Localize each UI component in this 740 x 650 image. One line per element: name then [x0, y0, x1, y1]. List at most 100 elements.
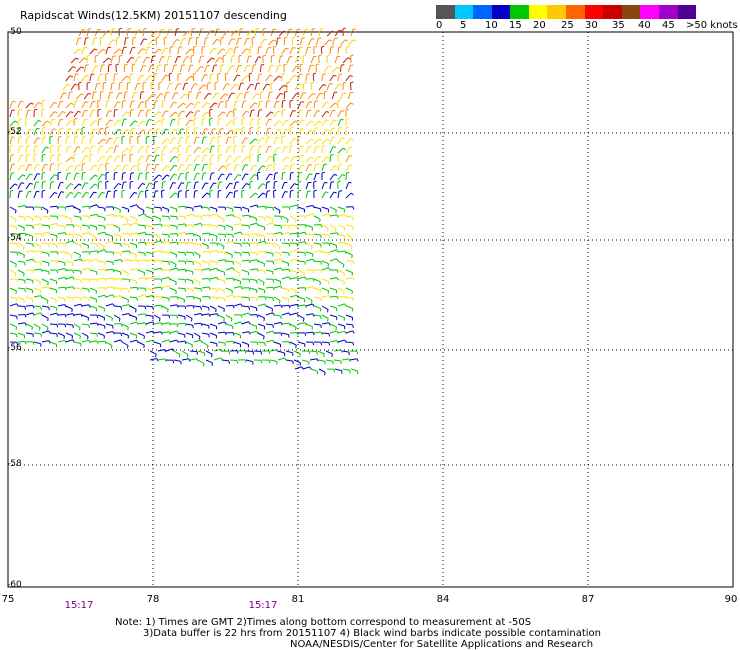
- wind-barb: [337, 287, 345, 292]
- wind-barb: [91, 92, 95, 100]
- wind-barb: [225, 323, 233, 327]
- wind-barb: [177, 47, 180, 55]
- wind-barb-tick: [264, 38, 268, 41]
- wind-barb-tick: [104, 278, 107, 282]
- wind-barb-tick: [79, 209, 81, 213]
- wind-barb-tick: [120, 215, 123, 219]
- wind-barb-tick: [128, 259, 131, 263]
- wind-barb-tick: [248, 331, 251, 335]
- wind-barb-tick: [346, 46, 350, 48]
- wind-barb: [73, 258, 81, 262]
- wind-barb: [217, 182, 220, 190]
- wind-barb: [340, 39, 346, 46]
- wind-barb: [313, 120, 320, 127]
- wind-barb: [193, 222, 201, 226]
- wind-barb: [294, 366, 302, 370]
- wind-barb-tick: [244, 359, 247, 363]
- wind-barb-tick: [136, 268, 139, 272]
- wind-barb-tick: [280, 216, 283, 220]
- wind-barb: [241, 183, 247, 190]
- wind-barb-tick: [86, 54, 91, 57]
- wind-barb: [313, 323, 321, 326]
- wind-barb-tick: [218, 144, 222, 147]
- wind-barb-tick: [256, 297, 258, 301]
- wind-barb: [41, 260, 49, 264]
- wind-barb: [121, 341, 129, 346]
- wind-barb-tick: [250, 83, 254, 86]
- wind-barb: [105, 286, 113, 289]
- wind-barb-tick: [176, 241, 179, 246]
- wind-barb-tick: [296, 304, 299, 308]
- wind-barb: [17, 287, 25, 290]
- wind-barb: [129, 165, 135, 172]
- wind-barb-tick: [70, 165, 74, 168]
- wind-barb: [249, 102, 256, 109]
- wind-barb-tick: [293, 74, 297, 77]
- wind-barb-tick: [172, 182, 176, 184]
- wind-barb: [305, 204, 313, 208]
- wind-barb-tick: [120, 323, 123, 327]
- wind-barb: [289, 190, 291, 199]
- wind-barb: [115, 64, 117, 73]
- wind-barb-tick: [208, 313, 211, 317]
- wind-barb: [169, 46, 171, 55]
- wind-barb: [161, 110, 166, 118]
- wind-barb-tick: [245, 137, 249, 139]
- wind-barb-tick: [298, 180, 302, 183]
- wind-barb: [49, 296, 57, 301]
- wind-barb-tick: [280, 322, 283, 326]
- wind-barb: [113, 339, 121, 343]
- wind-barb: [121, 206, 129, 210]
- wind-barb: [33, 102, 39, 109]
- wind-barb: [102, 30, 109, 37]
- wind-barb: [185, 48, 192, 55]
- wind-barb: [281, 215, 289, 220]
- wind-barb-tick: [260, 351, 263, 355]
- wind-barb: [193, 205, 201, 208]
- wind-barb-tick: [296, 277, 299, 281]
- wind-barb: [177, 102, 184, 109]
- wind-barb: [33, 341, 41, 345]
- wind-barb: [197, 359, 205, 364]
- wind-barb-tick: [186, 171, 190, 174]
- wind-barb: [329, 191, 335, 199]
- wind-barb-tick: [120, 259, 123, 263]
- wind-barb: [33, 182, 37, 190]
- wind-barb-tick: [248, 297, 250, 301]
- wind-barb: [153, 48, 160, 55]
- colorbar-swatch: [677, 5, 697, 19]
- wind-barb-tick: [112, 223, 115, 227]
- wind-barb-tick: [258, 118, 262, 120]
- wind-barb-tick: [208, 214, 211, 218]
- wind-barb: [89, 242, 97, 245]
- wind-barb: [147, 93, 154, 100]
- wind-barb: [256, 172, 259, 181]
- wind-barb-tick: [290, 126, 294, 129]
- wind-barb-tick: [325, 191, 329, 194]
- wind-barb: [209, 155, 212, 163]
- wind-barb: [289, 258, 297, 262]
- wind-barb: [201, 286, 209, 289]
- wind-barb-tick: [24, 341, 27, 345]
- wind-barb-tick: [70, 255, 73, 259]
- wind-barb: [260, 38, 265, 46]
- wind-barb: [342, 57, 349, 64]
- wind-barb: [137, 231, 145, 235]
- wind-barb: [305, 303, 313, 307]
- wind-barb: [251, 37, 253, 46]
- wind-barb: [302, 29, 306, 37]
- wind-barb-tick: [122, 100, 126, 102]
- wind-barb-tick: [15, 290, 17, 294]
- wind-barb: [89, 332, 98, 335]
- wind-barb: [57, 268, 65, 271]
- wind-barb-tick: [178, 354, 181, 358]
- wind-barb-tick: [198, 282, 201, 286]
- wind-barb-tick: [233, 117, 238, 120]
- wind-barb: [187, 91, 190, 100]
- wind-barb: [201, 74, 206, 82]
- wind-barb-tick: [181, 182, 185, 184]
- wind-barb: [65, 173, 69, 181]
- wind-barb: [265, 251, 273, 254]
- wind-barb: [265, 305, 273, 310]
- wind-barb: [25, 224, 33, 227]
